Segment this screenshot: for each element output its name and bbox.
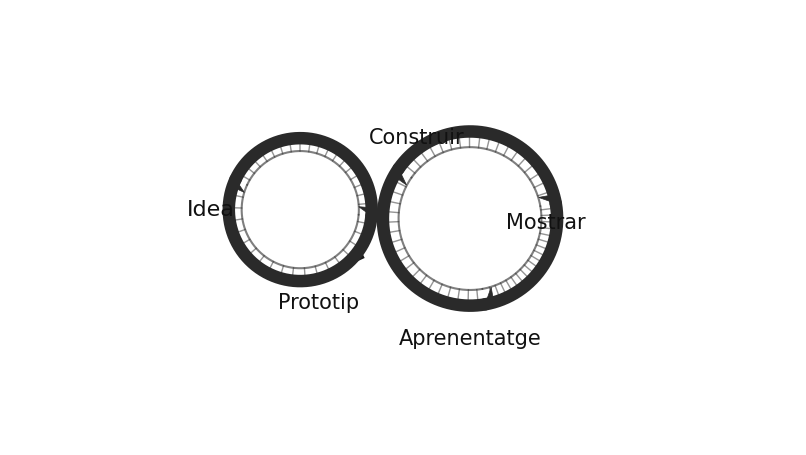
Polygon shape — [538, 195, 556, 203]
Polygon shape — [359, 207, 373, 216]
Polygon shape — [231, 179, 244, 192]
Text: Construir: Construir — [368, 128, 464, 148]
Polygon shape — [485, 287, 494, 304]
Text: Idea: Idea — [187, 200, 235, 220]
Text: Mostrar: Mostrar — [506, 213, 586, 233]
Text: Prototip: Prototip — [277, 293, 359, 313]
Text: Aprenentatge: Aprenentatge — [399, 329, 542, 349]
Polygon shape — [393, 169, 406, 185]
